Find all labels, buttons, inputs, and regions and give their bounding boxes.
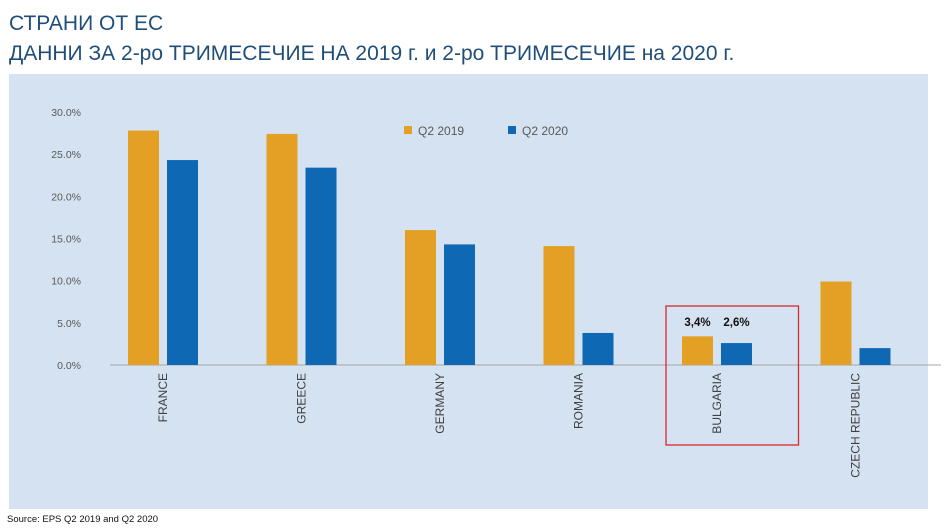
- bar-france-q2-2020: [167, 160, 198, 365]
- x-tick-label-bulgaria: BULGARIA: [710, 373, 724, 434]
- y-axis: 0.0% 5.0% 10.0% 15.0% 20.0% 25.0% 30.0%: [51, 107, 81, 372]
- bar-bulgaria-q2-2020: [721, 343, 752, 365]
- bar-france-q2-2019: [128, 130, 159, 365]
- highlight-layer: [665, 305, 800, 446]
- x-tick-label-romania: ROMANIA: [572, 373, 586, 429]
- data-label-bulgaria-q2-2019: 3,4%: [684, 317, 710, 329]
- legend-swatch-q2-2020: [508, 126, 516, 134]
- bars-layer: [128, 130, 891, 365]
- legend: Q2 2019 Q2 2020: [404, 124, 568, 138]
- bar-czech-republic-q2-2020: [859, 348, 891, 365]
- bar-bulgaria-q2-2019: [682, 336, 713, 365]
- y-tick-label: 30.0%: [51, 107, 81, 119]
- x-tick-label-greece: GREECE: [295, 373, 309, 424]
- source-note: Source: EPS Q2 2019 and Q2 2020: [7, 514, 159, 525]
- bar-romania-q2-2020: [582, 332, 614, 365]
- chart-title-line-1: СТРАНИ ОТ ЕС: [9, 12, 164, 35]
- bar-romania-q2-2019: [543, 246, 575, 365]
- bar-greece-q2-2020: [305, 167, 337, 365]
- bar-czech-republic-q2-2019: [820, 281, 852, 365]
- chart-title-line-2: ДАННИ ЗА 2-ро ТРИМЕСЕЧИЕ НА 2019 г. и 2-…: [9, 42, 735, 65]
- x-tick-label-germany: GERMANY: [433, 373, 447, 434]
- legend-label-q2-2019: Q2 2019: [418, 124, 464, 138]
- y-tick-label: 25.0%: [51, 149, 81, 161]
- data-label-bulgaria-q2-2020: 2,6%: [723, 317, 749, 329]
- bar-germany-q2-2019: [405, 230, 436, 365]
- y-tick-label: 20.0%: [51, 191, 81, 203]
- y-tick-label: 5.0%: [57, 318, 81, 330]
- data-labels-layer: 3,4% 2,6%: [684, 317, 749, 329]
- legend-swatch-q2-2019: [404, 126, 412, 134]
- bar-germany-q2-2020: [444, 244, 475, 365]
- x-tick-label-france: FRANCE: [156, 373, 170, 422]
- y-tick-label: 15.0%: [51, 234, 81, 246]
- y-tick-label: 10.0%: [51, 276, 81, 288]
- x-tick-label-czech-republic: CZECH REPUBLIC: [849, 373, 863, 478]
- highlight-box: [665, 305, 800, 446]
- legend-label-q2-2020: Q2 2020: [522, 124, 568, 138]
- y-tick-label: 0.0%: [57, 360, 81, 372]
- x-axis-labels: FRANCE GREECE GERMANY ROMANIA BULGARIA CZECH …: [156, 373, 863, 478]
- bar-greece-q2-2019: [266, 133, 298, 365]
